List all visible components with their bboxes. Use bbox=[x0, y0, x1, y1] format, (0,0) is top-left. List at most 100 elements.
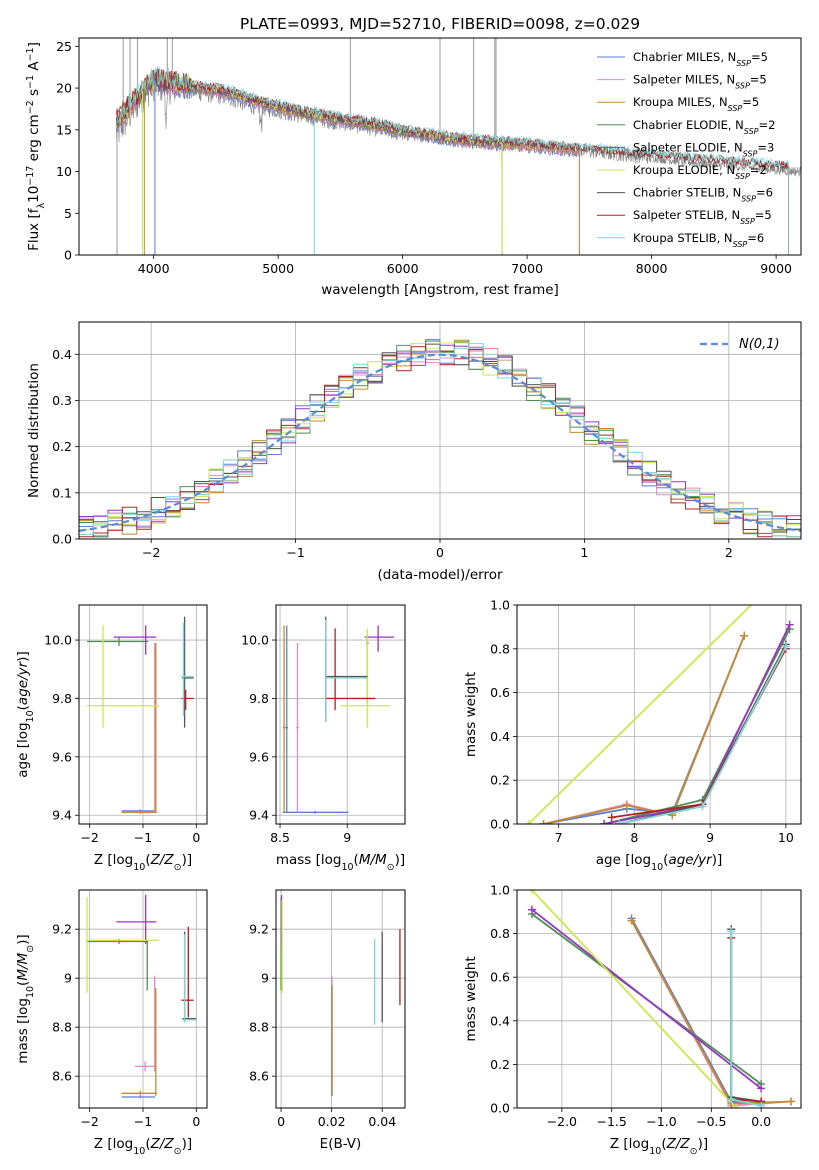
weight-marker bbox=[615, 820, 624, 824]
mass-vs-Z-points bbox=[86, 894, 197, 1099]
data-point bbox=[325, 628, 376, 711]
spectrum-legend: Chabrier MILES, NSSP=5 Salpeter MILES, NS… bbox=[597, 50, 775, 248]
y-tick-label: 10.0 bbox=[44, 633, 72, 648]
spectrum-lines bbox=[115, 38, 801, 255]
data-point bbox=[181, 622, 194, 716]
weight-marker bbox=[727, 1095, 736, 1104]
y-tick-label: 10.0 bbox=[241, 633, 269, 648]
weight-marker bbox=[527, 905, 536, 914]
y-tick-label: 8.6 bbox=[249, 1069, 269, 1084]
x-tick-label: −1.0 bbox=[646, 1114, 676, 1129]
axes-frame bbox=[78, 604, 208, 825]
x-tick-label: −2.0 bbox=[547, 1114, 577, 1129]
legend-label: Salpeter ELODIE, NSSP=3 bbox=[633, 140, 774, 158]
legend-label: Chabrier ELODIE, NSSP=2 bbox=[633, 118, 775, 136]
y-tick-label: 0.6 bbox=[490, 685, 510, 700]
x-tick-label: −1.5 bbox=[596, 1114, 626, 1129]
weight-line bbox=[531, 908, 762, 1090]
data-point bbox=[154, 975, 156, 1072]
axes-frame bbox=[516, 889, 802, 1109]
axes-frame bbox=[78, 37, 802, 256]
mass-weight-vs-Z-lines bbox=[527, 890, 796, 1108]
mass-vs-EBV-xlabel: E(B-V) bbox=[320, 1136, 362, 1152]
axes-frame bbox=[275, 604, 406, 825]
x-tick-label: −2 bbox=[80, 1114, 98, 1129]
y-tick-label: 0.2 bbox=[490, 1057, 510, 1072]
age-vs-mass-panel: 8.5 9 9.4 9.6 9.8 10.0 mass [log10(M/M⊙)] bbox=[241, 604, 406, 873]
x-tick-label: 9000 bbox=[760, 261, 792, 276]
weight-marker bbox=[607, 813, 616, 822]
weight-marker bbox=[757, 1084, 766, 1093]
data-point bbox=[296, 642, 299, 813]
mass-vs-EBV-panel: 0 0.02 0.04 8.6 8.8 9 9.2 E(B-V) bbox=[249, 889, 406, 1152]
weight-marker bbox=[740, 631, 749, 640]
legend-label: Kroupa MILES, NSSP=5 bbox=[633, 95, 759, 113]
mass-weight-vs-age-plot-area bbox=[517, 605, 801, 824]
x-tick-label: 0.04 bbox=[368, 1114, 396, 1129]
age-vs-Z-xlabel: Z [log10(Z/Z⊙)] bbox=[94, 852, 192, 873]
data-point bbox=[87, 637, 149, 646]
age-vs-Z-ylabel: age [log10(age/yr)] bbox=[15, 651, 36, 777]
y-tick-label: 0.8 bbox=[490, 641, 510, 656]
residuals-xlabel: (data-model)/error bbox=[377, 567, 503, 583]
data-point bbox=[155, 987, 157, 1096]
legend-label: Chabrier MILES, NSSP=5 bbox=[633, 50, 768, 68]
y-tick-label: 5 bbox=[64, 206, 72, 221]
axes-frame bbox=[78, 321, 802, 540]
histogram-6 bbox=[79, 343, 801, 538]
weight-marker bbox=[600, 820, 609, 824]
y-tick-label: 25 bbox=[56, 39, 72, 54]
data-point bbox=[116, 894, 157, 944]
x-tick-label: 8000 bbox=[636, 261, 668, 276]
data-point bbox=[87, 938, 159, 942]
x-tick-label: 0 bbox=[436, 545, 444, 560]
y-tick-label: 9.2 bbox=[52, 922, 72, 937]
x-tick-label: −1 bbox=[286, 545, 304, 560]
data-point bbox=[282, 625, 286, 813]
mass-weight-vs-age-lines bbox=[524, 605, 794, 824]
data-point bbox=[364, 625, 395, 652]
mass-weight-vs-Z-panel: −2.0 −1.5 −1.0 −0.5 0.0 0.0 0.2 0.4 0.6 0.8 1.0 Z [… bbox=[463, 883, 802, 1157]
y-tick-label: 9 bbox=[261, 971, 269, 986]
y-tick-label: 8.8 bbox=[52, 1020, 72, 1035]
y-tick-label: 0.2 bbox=[52, 439, 72, 454]
weight-marker bbox=[539, 820, 548, 824]
y-tick-label: 0.6 bbox=[490, 970, 510, 985]
x-tick-label: −0.5 bbox=[696, 1114, 726, 1129]
mass-vs-Z-panel: −2 −1 0 8.6 8.8 9 9.2 Z [log10(Z/Z⊙)] mass [log1… bbox=[15, 889, 208, 1157]
weight-marker bbox=[727, 927, 736, 936]
y-tick-label: 9.4 bbox=[52, 808, 72, 823]
figure-title: PLATE=0993, MJD=52710, FIBERID=0098, z=0… bbox=[240, 15, 640, 33]
data-point bbox=[282, 810, 349, 814]
spectrum-panel: 4000 5000 6000 7000 8000 9000 0 5 10 15 20 25 wavele… bbox=[25, 37, 802, 298]
panels-layer: 4000 5000 6000 7000 8000 90000510152025wavele… bbox=[15, 37, 802, 1157]
residuals-panel: −2 −1 0 1 2 0.0 0.1 0.2 0.3 0.4 (data-model)/error… bbox=[26, 321, 802, 583]
age-vs-mass-plot-area bbox=[276, 605, 405, 824]
data-point bbox=[86, 897, 88, 993]
x-tick-label: 8.5 bbox=[270, 830, 290, 845]
weight-marker bbox=[732, 1104, 741, 1108]
y-tick-label: 8.6 bbox=[52, 1069, 72, 1084]
x-tick-label: 4000 bbox=[138, 261, 170, 276]
x-tick-label: 0 bbox=[192, 1114, 200, 1129]
y-tick-label: 10 bbox=[56, 164, 72, 179]
mass-weight-vs-Z-xlabel: Z [log10(Z/Z⊙)] bbox=[610, 1136, 708, 1157]
residuals-ylabel: Normed distribution bbox=[26, 363, 42, 498]
y-tick-label: 0.1 bbox=[52, 485, 72, 500]
weight-marker bbox=[757, 1101, 766, 1108]
mass-weight-vs-Z-plot-area bbox=[517, 890, 801, 1108]
x-tick-label: 0.0 bbox=[751, 1114, 771, 1129]
y-tick-label: 1.0 bbox=[490, 883, 510, 898]
legend-label: Kroupa ELODIE, NSSP=2 bbox=[633, 163, 767, 181]
y-tick-label: 9.8 bbox=[52, 691, 72, 706]
data-point bbox=[181, 926, 194, 1018]
x-tick-label: 9 bbox=[343, 830, 351, 845]
x-tick-label: 1 bbox=[580, 545, 588, 560]
weight-marker bbox=[787, 1097, 796, 1106]
data-point bbox=[87, 625, 159, 728]
x-tick-label: 5000 bbox=[262, 261, 294, 276]
weight-marker bbox=[627, 916, 636, 925]
data-point bbox=[135, 1061, 155, 1072]
x-tick-label: −2 bbox=[142, 545, 160, 560]
